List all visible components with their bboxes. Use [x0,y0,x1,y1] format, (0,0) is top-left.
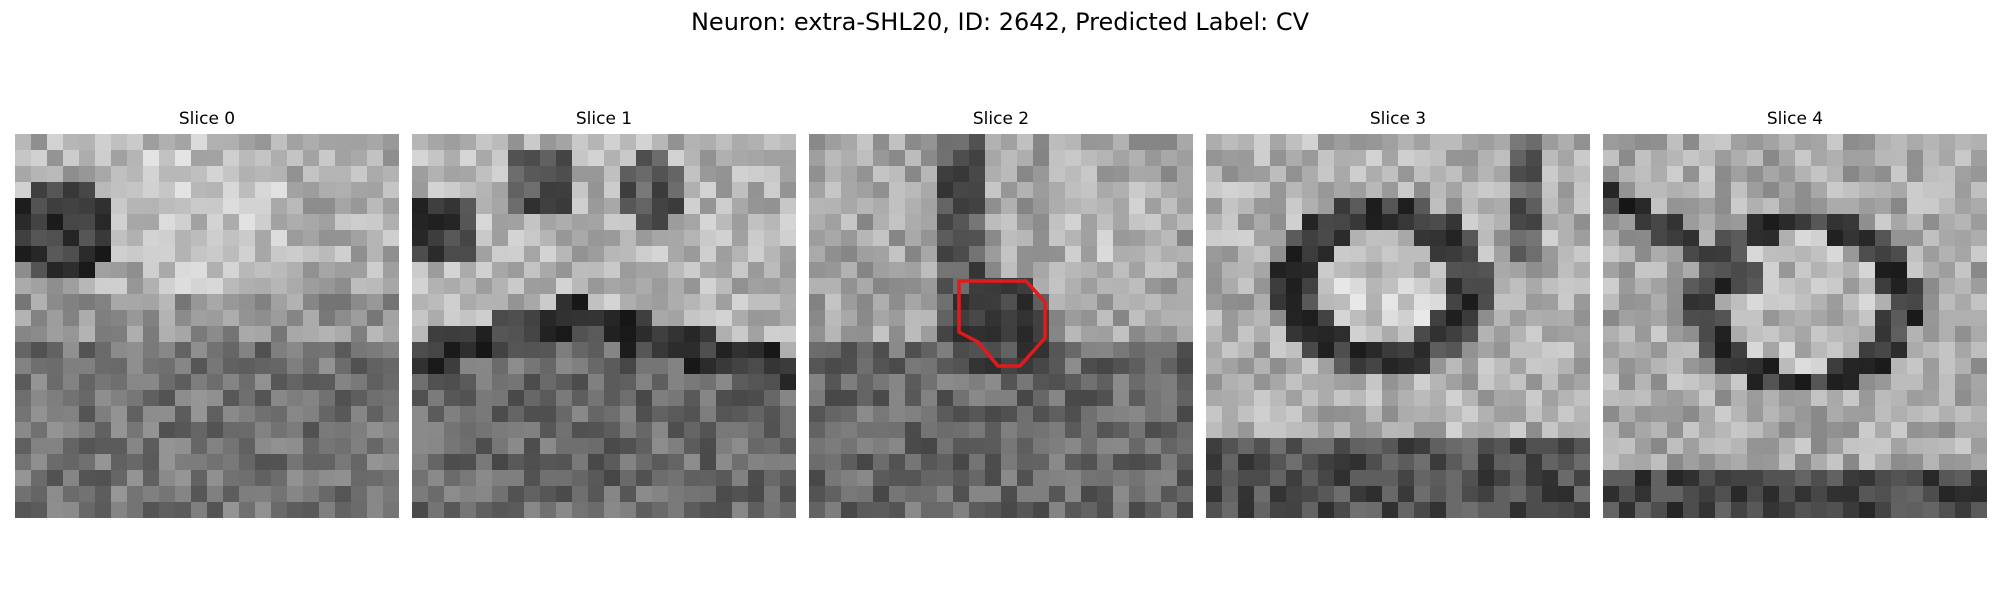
slice-label-1: Slice 1 [575,109,633,129]
slice-image-1 [412,134,796,518]
pixel-grid [15,134,399,518]
pixel-grid [1603,134,1987,518]
slice-image-2 [809,134,1193,518]
slice-label-3: Slice 3 [1369,109,1427,129]
slice-label-2: Slice 2 [972,109,1030,129]
slice-image-4 [1603,134,1987,518]
slice-image-0 [15,134,399,518]
figure-title: Neuron: extra-SHL20, ID: 2642, Predicted… [690,8,1310,36]
pixel-grid [1206,134,1590,518]
slice-image-3 [1206,134,1590,518]
slice-label-4: Slice 4 [1766,109,1824,129]
slice-label-0: Slice 0 [178,109,236,129]
predicted-region-outline [957,279,1047,368]
pixel-grid [809,134,1193,518]
pixel-grid [412,134,796,518]
